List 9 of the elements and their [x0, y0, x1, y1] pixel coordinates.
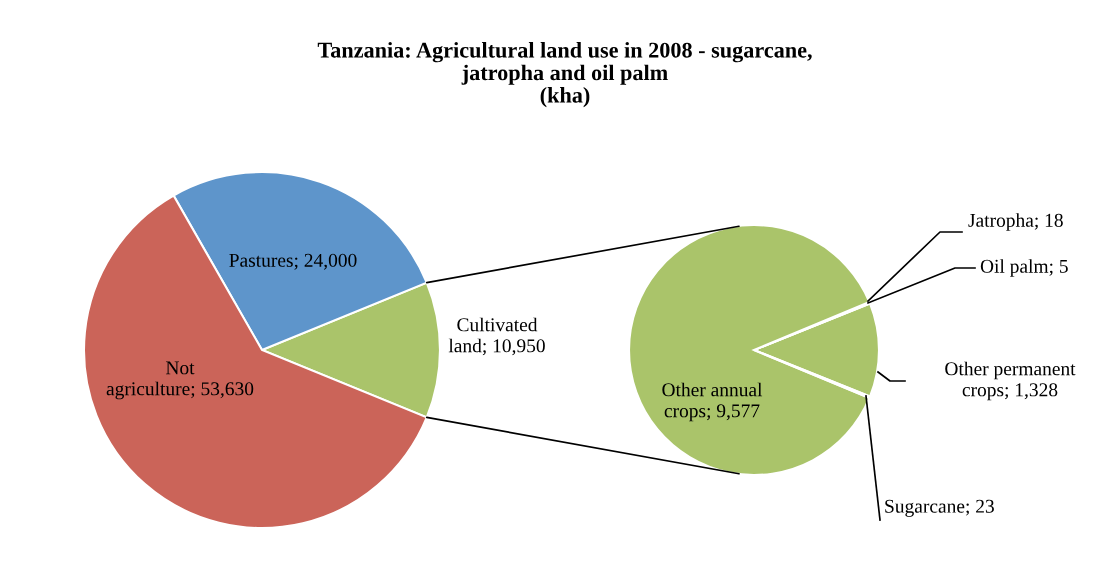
slice-label: Other permanent crops; 1,328: [945, 361, 1076, 401]
slice-label: Pastures; 24,000: [229, 253, 357, 270]
slice-label: Jatropha; 18: [968, 213, 1063, 231]
slice-label: Not agriculture; 53,630: [106, 361, 254, 400]
slice-label: Oil palm; 5: [980, 259, 1068, 277]
slice-label: Cultivated land; 10,950: [448, 317, 545, 356]
chart-title: Tanzania: Agricultural land use in 2008 - sugarcane, jatropha and oil palm (kha): [317, 42, 812, 108]
slice-label: Other annual crops; 9,577: [662, 382, 763, 422]
slice-label: Sugarcane; 23: [885, 499, 994, 517]
